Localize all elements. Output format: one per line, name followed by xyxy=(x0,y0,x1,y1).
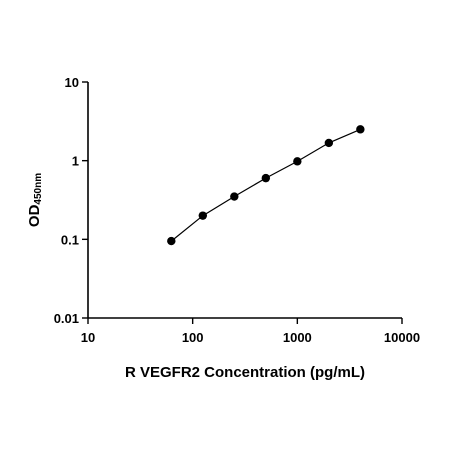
ticks: 10 100 1000 10000 0.01 0.1 1 10 xyxy=(54,75,420,345)
data-point xyxy=(167,236,176,246)
data-point xyxy=(261,173,271,183)
y-axis-title: OD450nm xyxy=(26,173,44,227)
data-point xyxy=(356,125,365,134)
data-point xyxy=(198,211,208,220)
y-tick-label: 10 xyxy=(65,75,79,90)
x-tick-label: 1000 xyxy=(283,330,312,345)
data-point xyxy=(293,157,302,166)
y-tick-label: 0.01 xyxy=(54,311,79,326)
y-tick-label: 1 xyxy=(72,154,79,169)
y-tick-label: 0.1 xyxy=(61,232,79,247)
y-axis-title-subscript: 450nm xyxy=(33,173,44,205)
y-axis-title-main: OD xyxy=(26,204,43,227)
x-tick-label: 10000 xyxy=(384,330,420,345)
axes xyxy=(87,82,402,319)
series xyxy=(167,125,365,246)
x-tick-label: 100 xyxy=(182,330,204,345)
data-point xyxy=(324,138,334,148)
data-point xyxy=(230,192,239,201)
fit-curve xyxy=(170,128,361,242)
x-tick-label: 10 xyxy=(81,330,95,345)
x-axis-title: R VEGFR2 Concentration (pg/mL) xyxy=(125,364,365,381)
